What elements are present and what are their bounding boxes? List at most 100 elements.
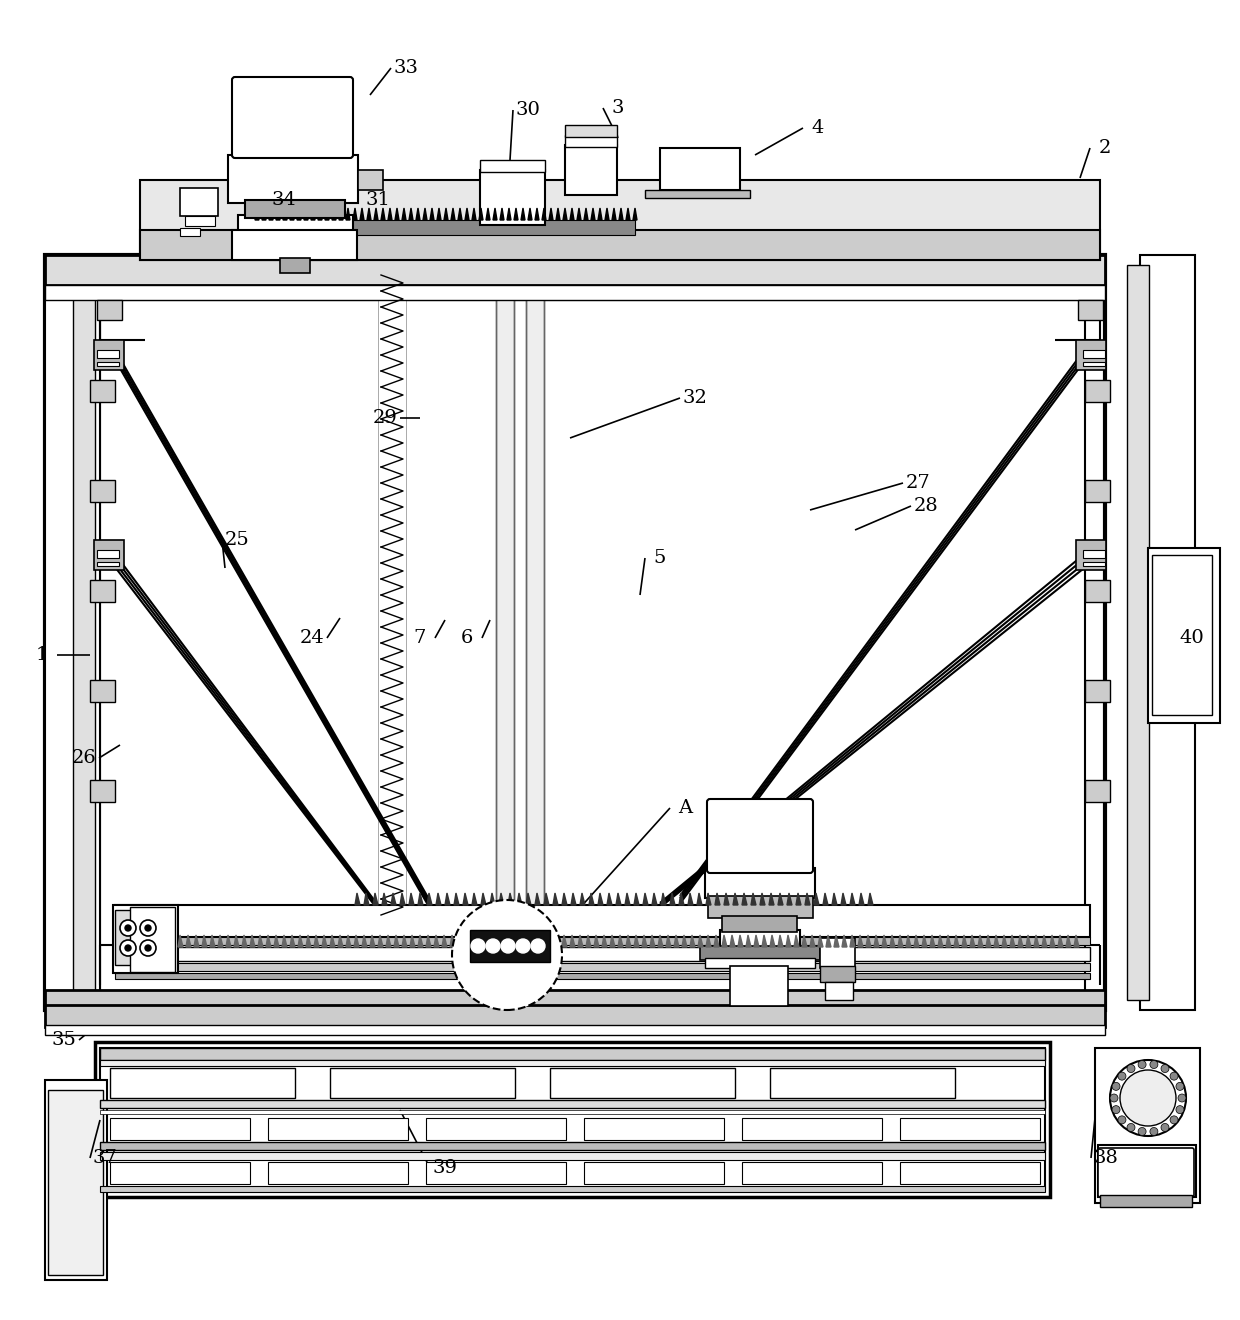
Bar — [115, 937, 1090, 945]
Polygon shape — [544, 894, 549, 906]
Bar — [246, 201, 345, 218]
Polygon shape — [930, 935, 935, 946]
Polygon shape — [1050, 935, 1055, 946]
Polygon shape — [339, 209, 343, 220]
Polygon shape — [138, 935, 143, 946]
Bar — [115, 906, 1090, 937]
Polygon shape — [858, 935, 863, 946]
Polygon shape — [521, 209, 525, 220]
Polygon shape — [570, 935, 575, 946]
Bar — [480, 170, 546, 224]
Polygon shape — [777, 894, 782, 906]
Circle shape — [1120, 1071, 1176, 1126]
Polygon shape — [542, 209, 546, 220]
Polygon shape — [436, 894, 441, 906]
Polygon shape — [434, 935, 439, 946]
Bar — [330, 1068, 515, 1098]
Bar — [660, 148, 740, 190]
Text: 2: 2 — [1099, 139, 1111, 157]
Polygon shape — [494, 209, 497, 220]
Polygon shape — [589, 894, 594, 906]
Polygon shape — [906, 935, 911, 946]
Bar — [45, 1080, 107, 1280]
Circle shape — [120, 940, 136, 956]
Polygon shape — [401, 894, 405, 906]
Polygon shape — [374, 209, 378, 220]
Bar — [97, 550, 119, 558]
Text: 25: 25 — [224, 531, 249, 549]
Polygon shape — [760, 894, 765, 906]
FancyBboxPatch shape — [1097, 1148, 1194, 1197]
Bar — [100, 1048, 1045, 1188]
Bar — [228, 154, 358, 203]
Polygon shape — [441, 935, 446, 946]
FancyBboxPatch shape — [707, 799, 813, 873]
Bar — [701, 946, 820, 960]
Bar — [720, 931, 800, 948]
Polygon shape — [370, 935, 374, 946]
Polygon shape — [179, 935, 184, 946]
Polygon shape — [538, 935, 543, 946]
Polygon shape — [418, 894, 423, 906]
Bar — [1085, 680, 1110, 702]
Polygon shape — [841, 894, 846, 906]
FancyBboxPatch shape — [232, 77, 353, 158]
Polygon shape — [553, 894, 558, 906]
Circle shape — [140, 940, 156, 956]
Polygon shape — [1066, 935, 1071, 946]
Bar — [110, 1162, 250, 1184]
Circle shape — [1110, 1094, 1118, 1102]
Polygon shape — [632, 209, 637, 220]
Bar — [770, 1068, 955, 1098]
Bar — [470, 931, 551, 962]
Polygon shape — [898, 935, 903, 946]
Polygon shape — [714, 935, 719, 946]
Circle shape — [1161, 1123, 1169, 1131]
Bar — [1085, 780, 1110, 803]
Circle shape — [120, 920, 136, 936]
Polygon shape — [210, 935, 215, 946]
Polygon shape — [570, 209, 574, 220]
Polygon shape — [661, 894, 666, 906]
Polygon shape — [486, 209, 490, 220]
Bar — [45, 255, 1105, 285]
Polygon shape — [332, 209, 336, 220]
Polygon shape — [450, 935, 455, 946]
Text: 31: 31 — [366, 191, 391, 209]
Bar — [110, 1118, 250, 1140]
Polygon shape — [528, 209, 532, 220]
Bar — [140, 180, 1100, 260]
Bar — [565, 145, 618, 195]
Polygon shape — [454, 894, 459, 906]
Polygon shape — [234, 935, 239, 946]
Bar — [45, 1026, 1105, 1035]
Polygon shape — [763, 935, 768, 946]
Polygon shape — [506, 935, 511, 946]
Polygon shape — [507, 209, 511, 220]
Bar — [1095, 1048, 1200, 1203]
Polygon shape — [283, 209, 286, 220]
Polygon shape — [394, 935, 399, 946]
Bar — [1076, 540, 1106, 570]
Bar — [110, 1068, 295, 1098]
Polygon shape — [562, 894, 567, 906]
Bar — [91, 380, 115, 403]
Polygon shape — [786, 935, 791, 946]
Bar — [100, 1100, 1045, 1107]
Polygon shape — [769, 894, 774, 906]
Bar — [551, 1068, 735, 1098]
Bar — [91, 780, 115, 803]
Bar — [584, 1118, 724, 1140]
Polygon shape — [170, 935, 175, 946]
Polygon shape — [746, 935, 751, 946]
Polygon shape — [451, 209, 455, 220]
Polygon shape — [360, 209, 365, 220]
Polygon shape — [554, 935, 559, 946]
Polygon shape — [298, 209, 301, 220]
Polygon shape — [563, 209, 567, 220]
Polygon shape — [715, 894, 720, 906]
Polygon shape — [738, 935, 743, 946]
Polygon shape — [353, 935, 360, 946]
Polygon shape — [802, 935, 807, 946]
Polygon shape — [730, 935, 735, 946]
